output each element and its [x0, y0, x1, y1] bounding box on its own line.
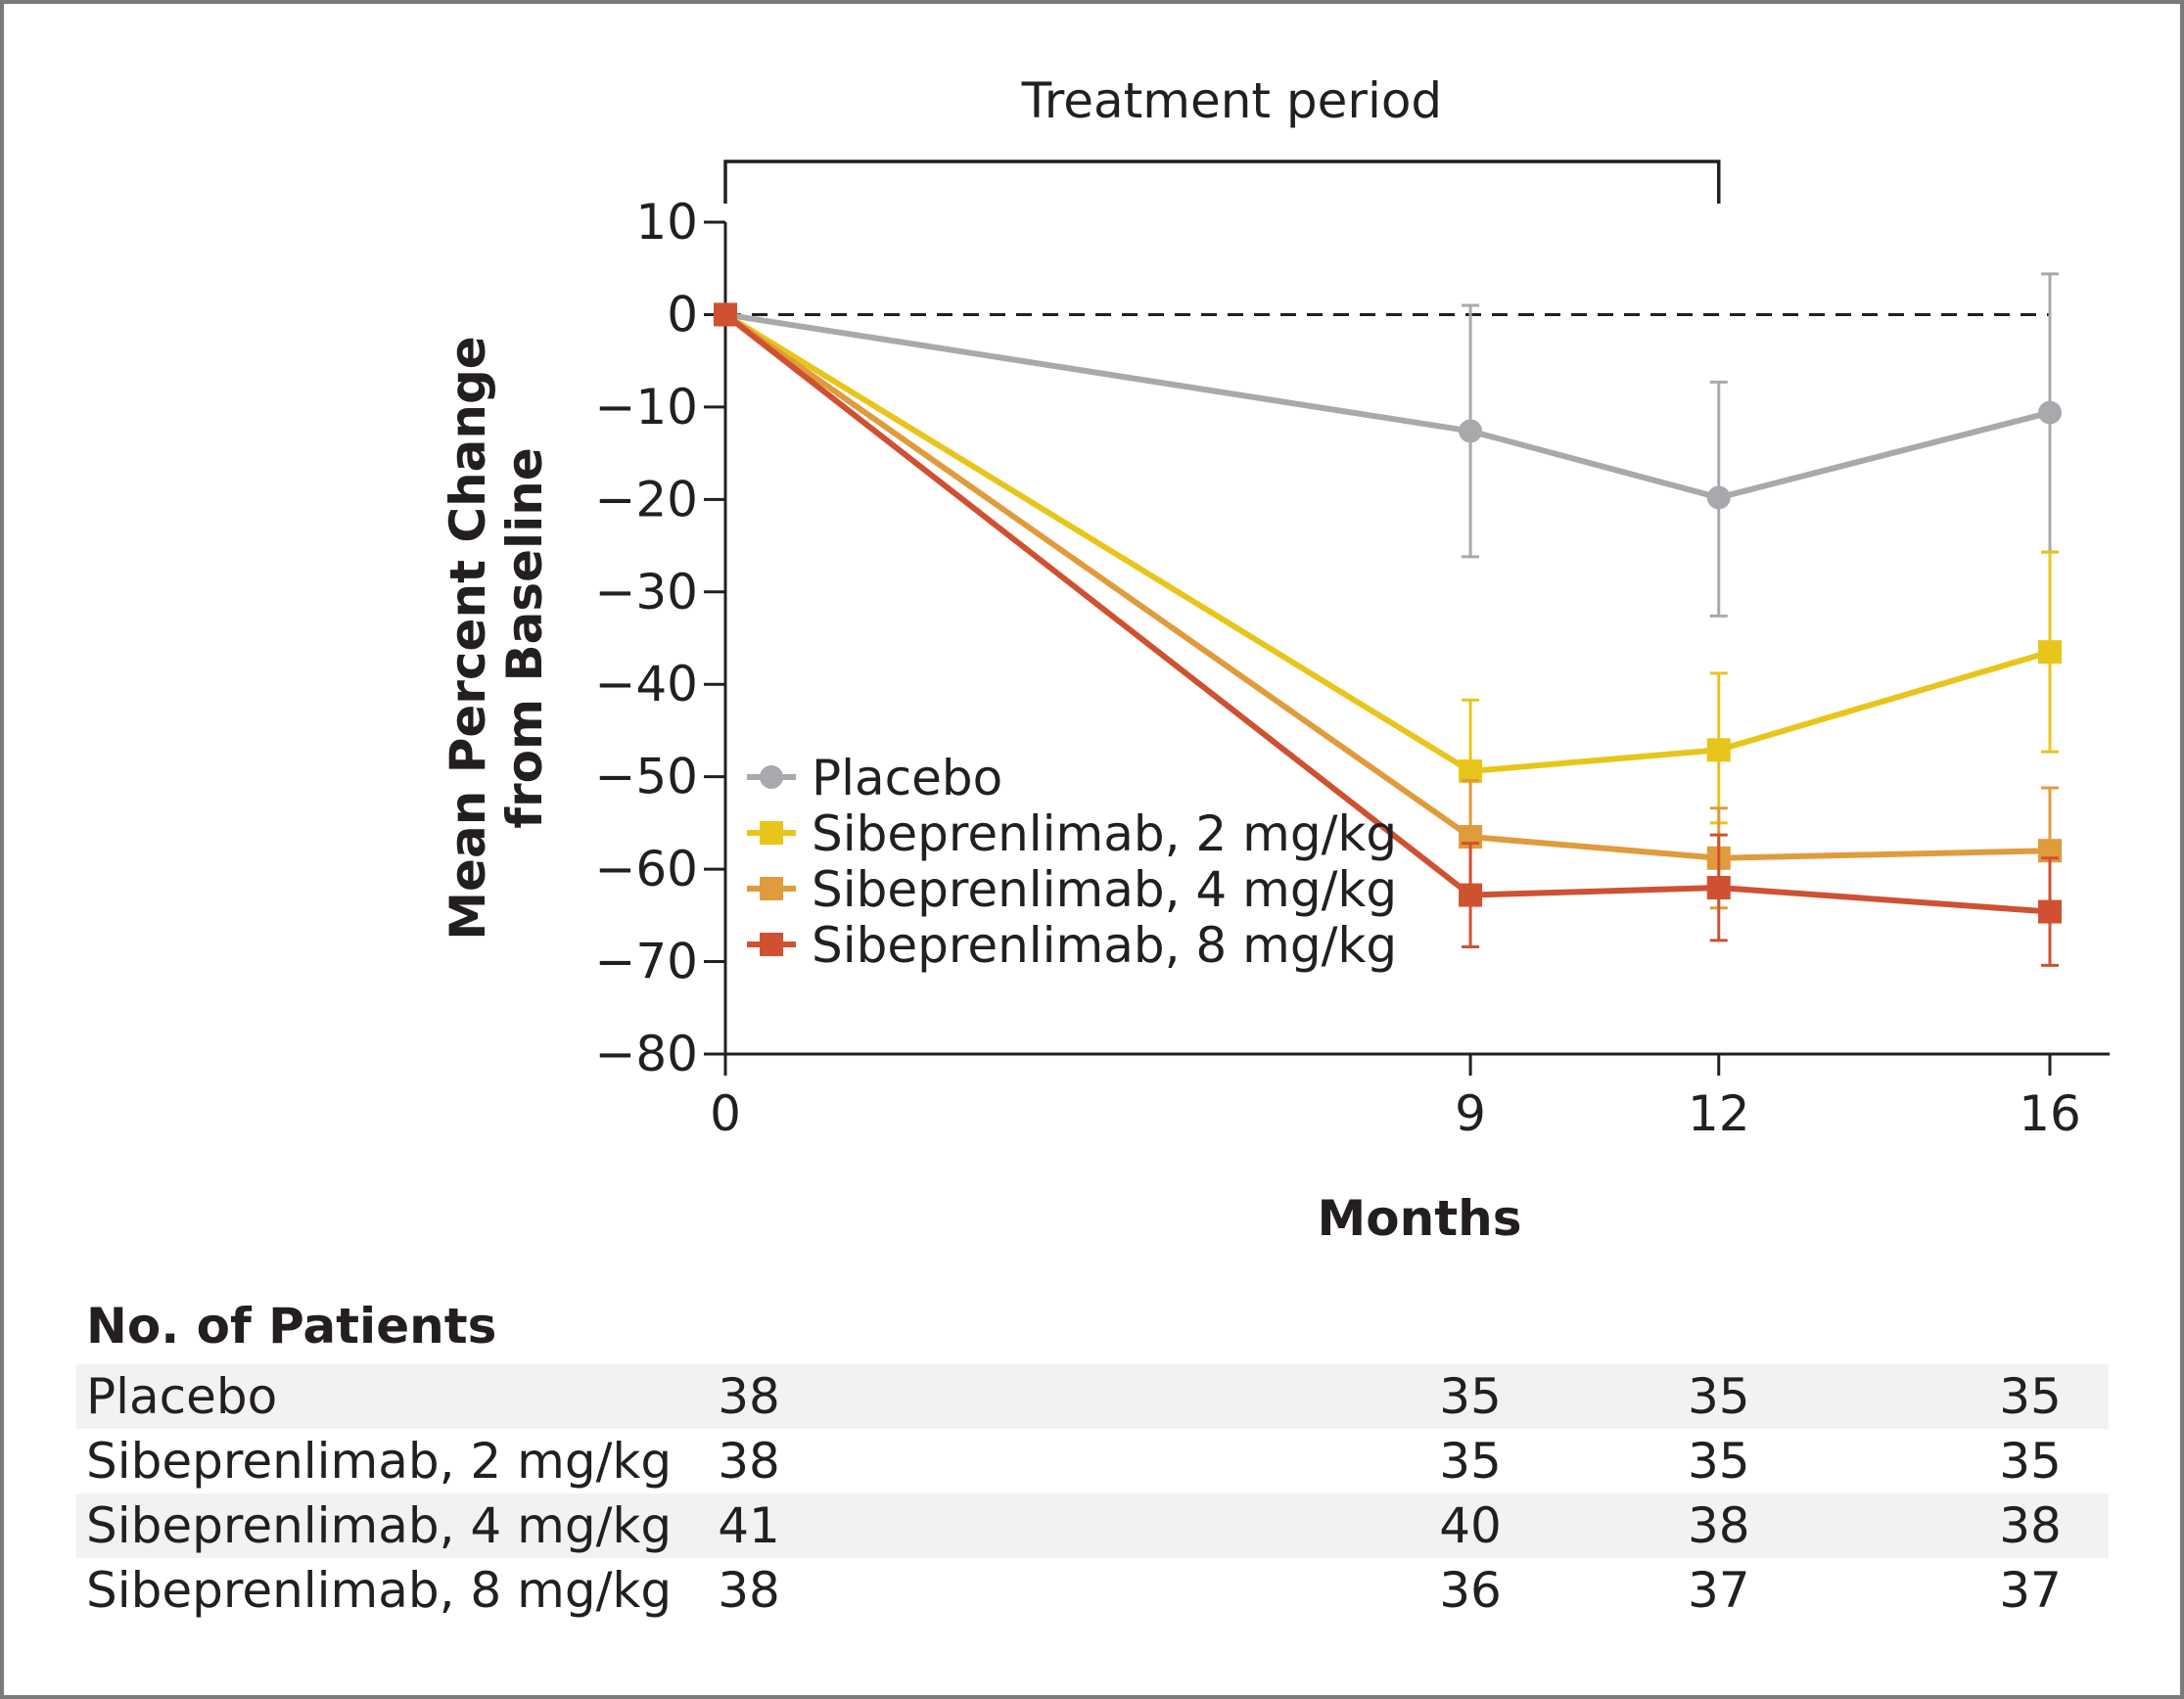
legend-marker [760, 821, 783, 845]
data-point [714, 302, 737, 327]
y-axis-label-line: Mean Percent Change [440, 336, 496, 940]
table-cell: 37 [1999, 1562, 2062, 1619]
y-axis-label: Mean Percent Changefrom Baseline [440, 336, 553, 940]
x-tick-label: 9 [1455, 1085, 1486, 1142]
table-row-label: Sibeprenlimab, 2 mg/kg [86, 1433, 672, 1490]
patients-table: No. of Patients Placebo 38 35 35 35 Sibeprenli… [76, 1298, 2109, 1619]
plot-area: Treatment period 10 0 −10 −20 −30 −40 −50 −60 −70… [440, 72, 2110, 1247]
table-cell: 35 [1999, 1433, 2062, 1490]
y-tick-label: −80 [594, 1026, 698, 1082]
table-cell: 36 [1439, 1562, 1502, 1619]
table-row-label: Sibeprenlimab, 4 mg/kg [86, 1497, 672, 1554]
x-tick-label: 12 [1688, 1085, 1750, 1142]
x-axis-label: Months [1318, 1190, 1522, 1247]
legend-label: Sibeprenlimab, 4 mg/kg [812, 861, 1397, 918]
table-row-stripe [76, 1364, 2109, 1429]
legend-marker [760, 877, 783, 900]
bracket-label: Treatment period [1021, 72, 1443, 129]
table-cell: 37 [1688, 1562, 1750, 1619]
legend-label: Sibeprenlimab, 8 mg/kg [812, 917, 1397, 974]
data-point [2038, 400, 2062, 425]
table-title: No. of Patients [86, 1298, 496, 1355]
table-cell: 38 [1688, 1497, 1750, 1554]
data-point [1459, 419, 1483, 443]
table-row-label: Sibeprenlimab, 8 mg/kg [86, 1562, 672, 1619]
legend-marker [760, 933, 783, 956]
series-line [724, 311, 2051, 501]
data-point [1706, 485, 1731, 510]
table-cell: 38 [718, 1433, 780, 1490]
series-layer [714, 272, 2062, 967]
y-tick-label: −10 [594, 379, 698, 436]
table-row-label: Placebo [86, 1368, 277, 1425]
data-point [1459, 883, 1483, 907]
table-cell: 41 [718, 1497, 780, 1554]
table-cell: 38 [718, 1562, 780, 1619]
series-3 [714, 302, 2062, 967]
table-cell: 35 [1439, 1368, 1502, 1425]
series-line [723, 311, 2051, 861]
series-line [723, 311, 2051, 774]
y-tick-label: −20 [594, 471, 698, 528]
y-tick-label: −70 [594, 934, 698, 990]
series-line [723, 312, 2051, 915]
treatment-bracket [723, 160, 1721, 204]
data-point [1706, 738, 1731, 762]
table-cell: 35 [1439, 1433, 1502, 1490]
chart-svg: No. of Patients Placebo 38 35 35 35 Sibeprenli… [76, 72, 2110, 1619]
legend-label: Placebo [812, 750, 1002, 806]
table-cell: 35 [1688, 1433, 1750, 1490]
data-point [2038, 640, 2062, 665]
data-point [2038, 899, 2062, 924]
y-axis-label-line: from Baseline [496, 447, 553, 829]
y-tick-label: −50 [594, 749, 698, 805]
legend-marker [760, 765, 783, 789]
table-row-stripe [76, 1493, 2109, 1558]
data-point [1706, 876, 1731, 899]
table-cell: 35 [1688, 1368, 1750, 1425]
y-tick-label: −30 [594, 564, 698, 620]
x-tick-label: 16 [2019, 1085, 2081, 1142]
y-tick-label: −40 [594, 656, 698, 712]
x-tick-label: 0 [710, 1085, 741, 1142]
y-tick-label: −60 [594, 841, 698, 897]
y-tick-label: 0 [667, 286, 698, 343]
table-cell: 40 [1439, 1497, 1502, 1554]
table-cell: 35 [1999, 1368, 2062, 1425]
table-cell: 38 [1999, 1497, 2062, 1554]
y-tick-label: 10 [635, 194, 698, 251]
legend-label: Sibeprenlimab, 2 mg/kg [812, 805, 1397, 862]
table-cell: 38 [718, 1368, 780, 1425]
